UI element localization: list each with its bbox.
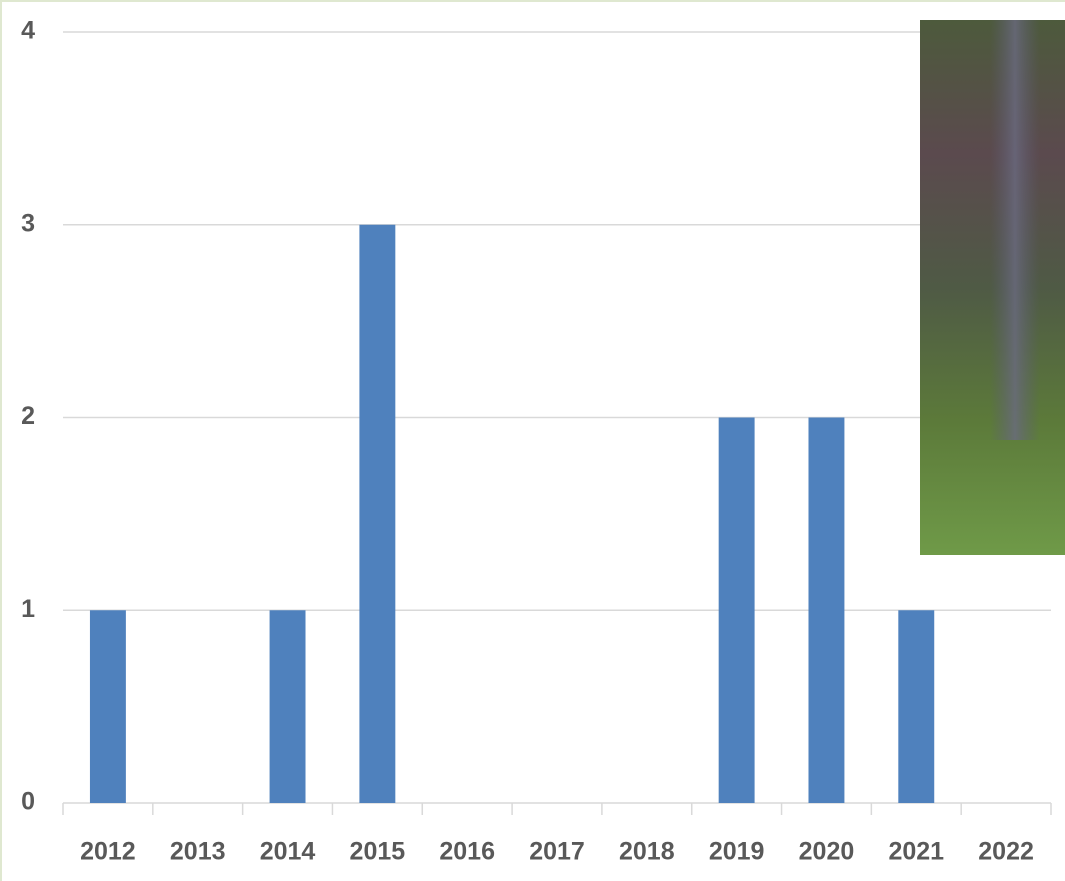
x-tick-label: 2020 (799, 838, 855, 866)
x-tick-label: 2014 (260, 838, 316, 866)
x-tick-label: 2019 (709, 838, 765, 866)
bar (269, 610, 306, 803)
bar (808, 417, 845, 803)
bar (718, 417, 755, 803)
bar (898, 610, 935, 803)
y-tick-label: 4 (21, 17, 35, 45)
x-tick-label: 2013 (170, 838, 226, 866)
y-tick-label: 0 (21, 788, 35, 816)
bar (359, 224, 396, 803)
photo-detail (990, 20, 1040, 440)
y-tick-label: 3 (21, 209, 35, 237)
bars (89, 224, 935, 803)
x-tick-label: 2022 (978, 838, 1034, 866)
x-tick-label: 2015 (350, 838, 406, 866)
y-tick-label: 1 (21, 595, 35, 623)
bar (89, 610, 126, 803)
x-tick-label: 2016 (439, 838, 495, 866)
y-tick-label: 2 (21, 402, 35, 430)
x-tick-label: 2012 (80, 838, 136, 866)
x-tick-label: 2021 (888, 838, 944, 866)
x-tick-label: 2017 (529, 838, 585, 866)
x-tick-label: 2018 (619, 838, 675, 866)
grid: 0 1 2 3 4 2012 2013 2014 2015 2016 2017 2018 2019 202… (21, 17, 1052, 866)
